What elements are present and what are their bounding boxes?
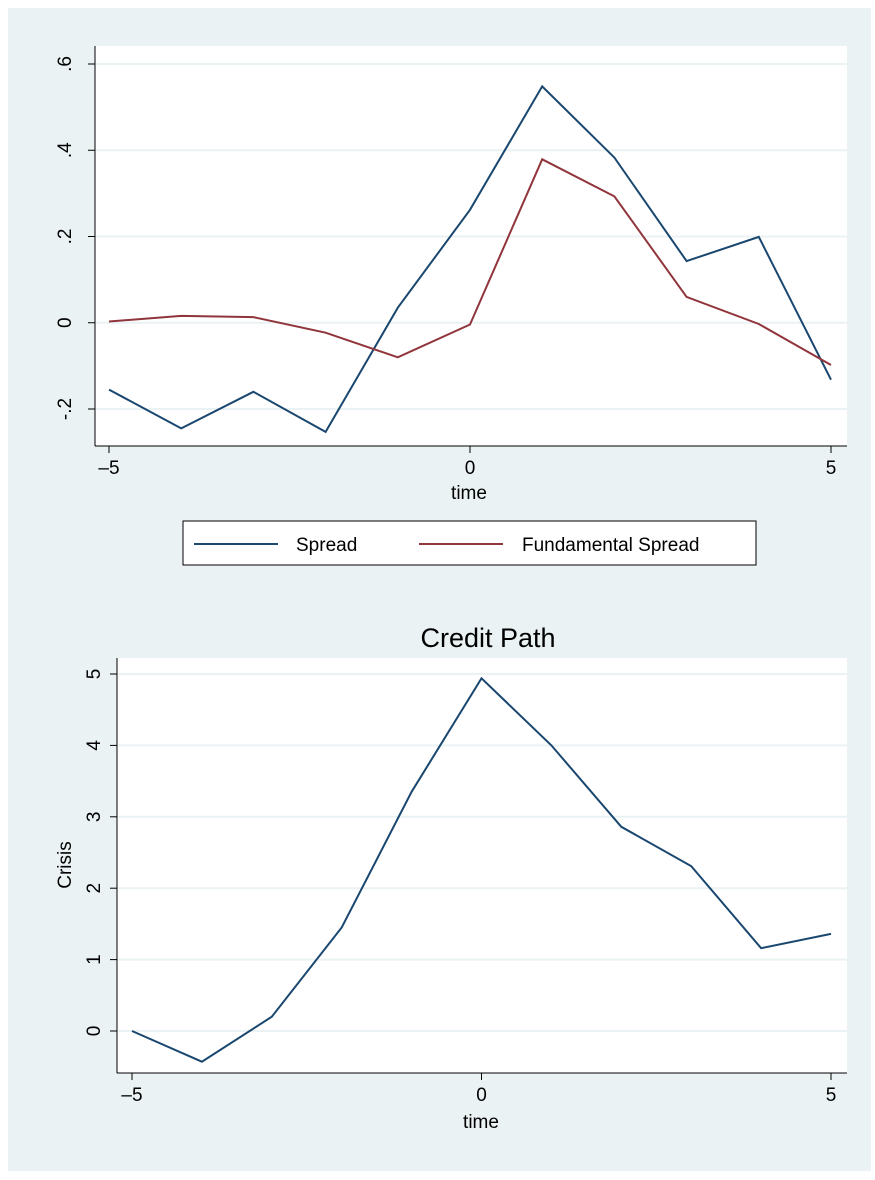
- chart2-plot-area: [117, 658, 847, 1073]
- series-line-spread: [108, 84, 832, 434]
- chart2-title: Credit Path: [420, 623, 555, 653]
- x-tick-label: 0: [476, 1085, 487, 1106]
- chart1-x-axis-label: time: [451, 483, 487, 504]
- chart2-series: [131, 676, 832, 1063]
- chart1-plot-area: [95, 46, 847, 446]
- x-tick-label: –5: [121, 1085, 142, 1106]
- legend-label-fundamental-spread: Fundamental Spread: [522, 535, 699, 556]
- chart2-y-axis-label: Crisis: [55, 841, 76, 889]
- y-tick-label: 1: [84, 954, 105, 965]
- chart1-series: [108, 84, 832, 434]
- spread-chart: –5 0 5 -.2 0 .2 .4 .6 time Spread Fundamental …: [55, 46, 847, 566]
- chart1-y-ticks: -.2 0 .2 .4 .6: [55, 56, 95, 420]
- series-line-fundamental-spread: [108, 157, 832, 366]
- y-tick-label: 3: [84, 812, 105, 823]
- legend-label-spread: Spread: [296, 535, 357, 556]
- chart2-y-ticks: 0 1 2 3 4 5: [84, 669, 117, 1037]
- y-tick-label: .6: [55, 56, 76, 72]
- chart1-legend: Spread Fundamental Spread: [182, 520, 757, 566]
- y-tick-label: 4: [84, 740, 105, 751]
- y-tick-label: 0: [55, 317, 76, 328]
- y-tick-label: 0: [84, 1026, 105, 1037]
- x-tick-label: 5: [826, 1085, 837, 1106]
- y-tick-label: .2: [55, 229, 76, 245]
- x-tick-label: 0: [465, 458, 476, 479]
- chart2-x-axis-label: time: [463, 1112, 499, 1133]
- series-line-crisis: [131, 676, 832, 1063]
- y-tick-label: -.2: [55, 398, 76, 420]
- x-tick-label: 5: [826, 458, 837, 479]
- y-tick-label: 5: [84, 669, 105, 680]
- y-tick-label: 2: [84, 883, 105, 894]
- chart2-grid: [118, 673, 847, 1032]
- credit-path-chart: Credit Path –5 0 5 0 1 2 3 4 5 time Crisis: [55, 623, 847, 1133]
- chart1-x-ticks: –5 0 5: [98, 446, 836, 479]
- y-tick-label: .4: [55, 142, 76, 158]
- chart2-x-ticks: –5 0 5: [121, 1073, 836, 1106]
- x-tick-label: –5: [98, 458, 119, 479]
